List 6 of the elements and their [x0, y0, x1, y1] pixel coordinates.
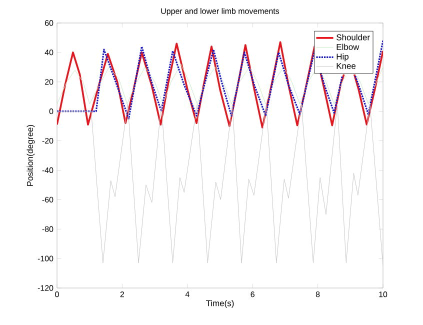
legend-label: Elbow [336, 44, 360, 50]
legend-label: Shoulder [336, 34, 370, 40]
legend-label: Hip [336, 53, 348, 62]
y-axis-title: Position(degree) [26, 124, 35, 186]
x-axis-title: Time(s) [206, 300, 234, 308]
legend-label: Knee [336, 63, 356, 69]
